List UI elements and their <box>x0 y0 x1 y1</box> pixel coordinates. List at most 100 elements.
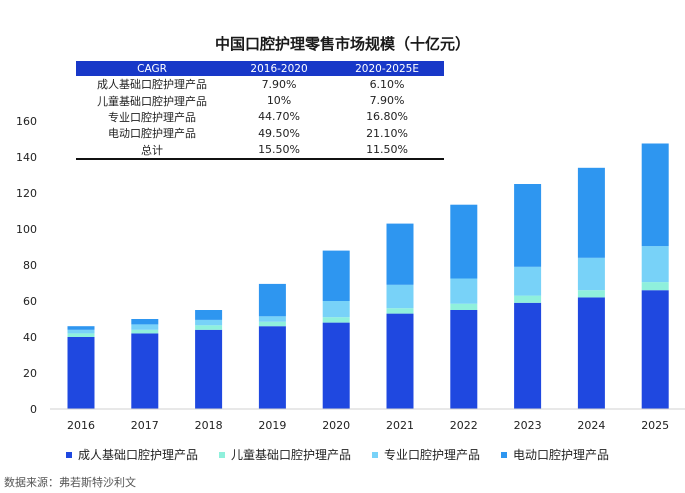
bar-segment <box>67 326 95 330</box>
x-tick-label: 2018 <box>195 419 223 432</box>
bar-segment <box>641 143 669 247</box>
bar-segment <box>641 282 669 291</box>
bar-segment <box>322 301 350 318</box>
table-row: 儿童基础口腔护理产品 10% 7.90% <box>76 92 444 108</box>
bar-segment <box>577 257 605 291</box>
table-cell: 44.70% <box>258 110 301 124</box>
bar-segment <box>322 250 350 301</box>
x-tick-label: 2025 <box>641 419 669 432</box>
legend-label: 成人基础口腔护理产品 <box>78 448 199 462</box>
table-cell: 10% <box>266 94 292 108</box>
bar-segment <box>450 303 478 310</box>
cagr-table: CAGR 2016-2020 2020-2025E 成人基础口腔护理产品 7.9… <box>76 61 444 160</box>
y-tick-label: 120 <box>16 187 37 200</box>
legend-item: 专业口腔护理产品 <box>372 446 480 463</box>
legend-item: 成人基础口腔护理产品 <box>66 446 198 463</box>
bar-segment <box>641 290 669 409</box>
chart-title: 中国口腔护理零售市场规模（十亿元） <box>214 35 470 53</box>
bars <box>67 143 669 409</box>
source-note: 数据来源：弗若斯特沙利文 <box>4 476 136 489</box>
y-tick-label: 140 <box>16 151 37 164</box>
bar-segment <box>258 283 286 317</box>
bar-segment <box>195 310 223 320</box>
y-tick-label: 0 <box>30 403 37 416</box>
bar-segment <box>131 324 159 330</box>
bar-segment <box>195 329 223 409</box>
table-header-2020-2025e: 2020-2025E <box>330 61 444 76</box>
bar-segment <box>131 329 159 334</box>
bar-segment <box>450 204 478 279</box>
legend-label: 儿童基础口腔护理产品 <box>231 448 352 462</box>
bar-segment <box>514 266 542 296</box>
y-tick-label: 160 <box>16 115 37 128</box>
bar-segment <box>450 310 478 409</box>
bar-segment <box>258 321 286 327</box>
x-tick-label: 2020 <box>322 419 350 432</box>
y-tick-label: 80 <box>23 259 37 272</box>
bar-segment <box>322 322 350 409</box>
table-header-row: CAGR 2016-2020 2020-2025E <box>76 61 444 76</box>
y-tick-label: 100 <box>16 223 37 236</box>
legend-item: 儿童基础口腔护理产品 <box>219 446 351 463</box>
x-tick-label: 2022 <box>450 419 478 432</box>
bar-segment <box>67 329 95 334</box>
table-row: 电动口腔护理产品 49.50% 21.10% <box>76 125 444 141</box>
legend-swatch <box>66 451 72 458</box>
x-tick-label: 2021 <box>386 419 414 432</box>
table-cell: 11.50% <box>330 141 444 160</box>
bar-segment <box>514 184 542 267</box>
table-cell: 15.50% <box>228 141 331 160</box>
bar-segment <box>322 317 350 323</box>
table-cell: 儿童基础口腔护理产品 <box>97 94 207 108</box>
x-tick-label: 2016 <box>67 419 95 432</box>
x-tick-label: 2019 <box>258 419 286 432</box>
table-row: 专业口腔护理产品 44.70% 16.80% <box>76 109 444 125</box>
y-tick-label: 40 <box>23 331 37 344</box>
legend-swatch <box>501 451 508 458</box>
bar-segment <box>577 290 605 298</box>
bar-segment <box>67 337 95 409</box>
bar-segment <box>195 319 223 326</box>
bar-segment <box>386 308 414 314</box>
bar-segment <box>386 223 414 285</box>
table-cell: 7.90% <box>261 77 297 91</box>
table-header-2016-2020: 2016-2020 <box>228 61 331 76</box>
table-cell: 电动口腔护理产品 <box>108 127 196 141</box>
table-cell: 专业口腔护理产品 <box>108 110 196 124</box>
table-cell: 总计 <box>76 141 228 160</box>
bar-segment <box>577 167 605 258</box>
bar-segment <box>258 326 286 409</box>
table-header-cagr: CAGR <box>76 61 228 76</box>
legend: 成人基础口腔护理产品 儿童基础口腔护理产品 专业口腔护理产品 电动口腔护理产品 <box>66 446 630 463</box>
table-row-total: 总计 15.50% 11.50% <box>76 141 444 160</box>
legend-label: 专业口腔护理产品 <box>384 448 481 462</box>
bar-segment <box>641 246 669 283</box>
x-tick-label: 2024 <box>577 419 605 432</box>
bar-segment <box>131 319 159 325</box>
table-cell: 21.10% <box>366 126 409 140</box>
y-axis: 0 20 40 60 80 100 120 140 160 <box>16 115 37 416</box>
legend-swatch <box>372 451 379 458</box>
bar-segment <box>258 316 286 322</box>
legend-swatch <box>219 451 226 458</box>
bar-segment <box>514 302 542 409</box>
bar-segment <box>195 325 223 330</box>
bar-segment <box>514 295 542 303</box>
legend-item: 电动口腔护理产品 <box>501 446 609 463</box>
table-cell: 6.10% <box>369 77 405 91</box>
y-tick-label: 20 <box>23 367 37 380</box>
table-row: 成人基础口腔护理产品 7.90% 6.10% <box>76 76 444 92</box>
bar-segment <box>67 333 95 337</box>
legend-label: 电动口腔护理产品 <box>513 448 610 462</box>
y-tick-label: 60 <box>23 295 37 308</box>
table-cell: 成人基础口腔护理产品 <box>97 78 207 92</box>
x-axis: 2016 2017 2018 2019 2020 2021 2022 2023 2024 2025 <box>67 419 669 432</box>
table-cell: 7.90% <box>369 94 405 108</box>
x-tick-label: 2023 <box>514 419 542 432</box>
table-cell: 16.80% <box>366 110 409 124</box>
bar-segment <box>386 313 414 409</box>
bar-segment <box>577 297 605 409</box>
table-cell: 49.50% <box>258 126 301 140</box>
bar-segment <box>386 284 414 309</box>
